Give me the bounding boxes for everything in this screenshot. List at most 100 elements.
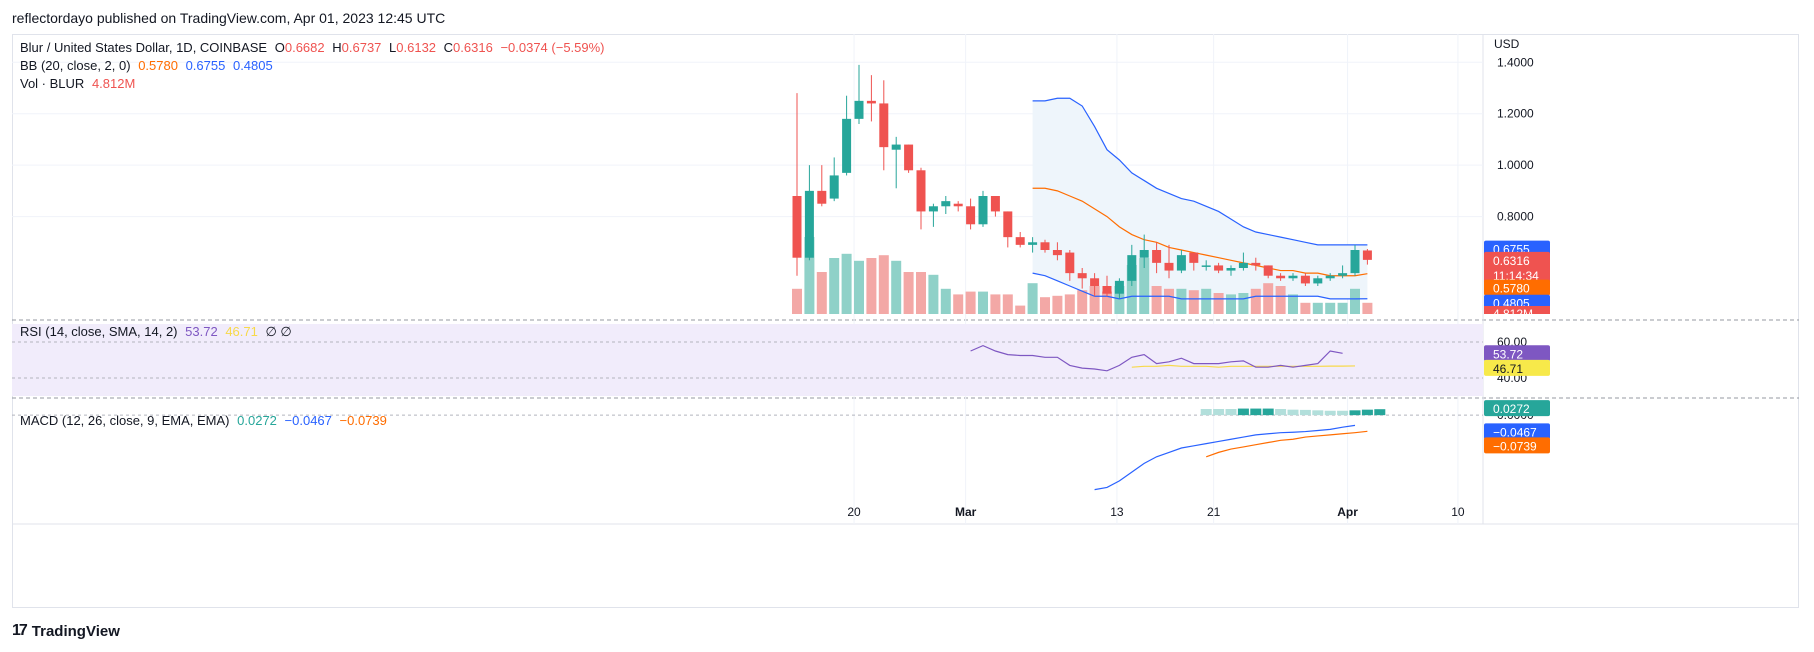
time-tick-label: 21 — [1207, 505, 1221, 519]
symbol-name: Blur / United States Dollar, 1D, COINBAS… — [20, 40, 268, 55]
volume-bar — [1151, 286, 1162, 314]
publish-attribution: reflectordayo published on TradingView.c… — [12, 10, 446, 26]
volume-label: Vol · BLUR — [20, 76, 85, 91]
trading-chart[interactable]: USD1.40001.20001.00000.800060.0040.000.0… — [12, 34, 1799, 608]
candle-body — [1226, 268, 1236, 271]
bb-legend[interactable]: BB (20, close, 2, 0) 0.5780 0.6755 0.480… — [20, 58, 277, 73]
tradingview-brand: TradingView — [31, 622, 120, 640]
bb-label: BB (20, close, 2, 0) — [20, 58, 131, 73]
candle-body — [1090, 278, 1100, 286]
candle-body — [891, 144, 901, 150]
volume-bar — [854, 260, 864, 314]
price-tick-label: 1.4000 — [1497, 55, 1534, 69]
volume-bar — [1027, 283, 1038, 314]
rsi-label: RSI (14, close, SMA, 14, 2) — [20, 324, 178, 339]
volume-bar — [916, 272, 926, 314]
candle-body — [1251, 262, 1261, 266]
volume-bar — [1288, 294, 1298, 314]
candle-body — [854, 100, 864, 119]
candle-body — [1189, 252, 1199, 263]
macd-histogram-bar — [1287, 409, 1299, 416]
macd-hist-tag-bg — [1484, 400, 1550, 417]
volume-legend[interactable]: Vol · BLUR 4.812M — [20, 76, 139, 91]
candle-body — [953, 203, 963, 207]
volume-bar — [1362, 302, 1373, 314]
macd-histogram-bar — [1374, 409, 1386, 416]
macd-histogram-bar — [1200, 409, 1212, 416]
low-label: L — [389, 40, 397, 55]
volume-bar — [953, 294, 964, 314]
candle-body — [1288, 275, 1298, 279]
volume-bar — [1064, 294, 1075, 314]
rsi-legend[interactable]: RSI (14, close, SMA, 14, 2) 53.72 46.71 … — [20, 324, 296, 340]
candle-body — [1114, 280, 1124, 294]
macd-value: −0.0467 — [284, 413, 332, 428]
rsi-sma-value: 46.71 — [225, 324, 258, 339]
candle-body — [1214, 265, 1224, 271]
macd-signal-tag: −0.0739 — [1493, 439, 1537, 453]
volume-bar — [891, 260, 902, 314]
volume-bar — [1250, 288, 1261, 314]
macd-histogram-bar — [1361, 409, 1373, 416]
macd-histogram-bar — [1250, 408, 1262, 416]
rsi-sma-tag-bg — [1484, 359, 1550, 376]
rsi-tag: 53.72 — [1493, 347, 1523, 361]
currency-label: USD — [1494, 37, 1520, 51]
macd-signal-tag-bg — [1484, 437, 1550, 454]
volume-bar — [878, 255, 889, 314]
high-label: H — [332, 40, 342, 55]
volume-bar — [903, 272, 914, 314]
macd-histogram-bar — [1237, 408, 1249, 416]
candle-body — [978, 196, 988, 225]
candle-body — [1263, 265, 1273, 276]
close-tag-bg — [1484, 251, 1550, 284]
chart-frame — [12, 34, 1799, 608]
volume-bar — [1164, 288, 1174, 314]
candle-body — [879, 103, 889, 148]
high-value: 0.6737 — [341, 40, 382, 55]
time-tick-label: Mar — [955, 505, 977, 519]
candle-body — [1350, 250, 1360, 274]
volume-bar — [1263, 283, 1274, 314]
candle-body — [928, 206, 938, 212]
rsi-extra: ∅ ∅ — [265, 324, 292, 339]
volume-bar — [1300, 302, 1311, 314]
bb-lower-line — [1032, 272, 1368, 300]
macd-histogram-bar — [1299, 409, 1311, 416]
macd-histogram-bar — [1213, 409, 1225, 416]
macd-histogram-bar — [1337, 410, 1349, 416]
symbol-legend[interactable]: Blur / United States Dollar, 1D, COINBAS… — [20, 40, 609, 55]
volume-bar — [841, 253, 852, 314]
rsi-band — [12, 324, 1483, 396]
volume-bar — [1226, 294, 1236, 314]
macd-hist-tag: 0.0272 — [1493, 402, 1530, 416]
volume-bar — [1312, 302, 1323, 314]
volume-bar — [1188, 290, 1199, 314]
time-tick-label: 20 — [847, 505, 861, 519]
volume-bar — [965, 291, 976, 314]
candle-body — [1176, 255, 1186, 271]
candle-body — [1338, 273, 1348, 276]
candle-body — [1276, 275, 1286, 279]
candle-body — [1065, 252, 1075, 274]
volume-bar — [1275, 286, 1286, 314]
tradingview-logo[interactable]: 17 TradingView — [12, 622, 120, 640]
close-label: C — [443, 40, 454, 55]
candle-body — [1052, 250, 1062, 256]
candle-body — [1040, 242, 1050, 250]
volume-bar — [990, 294, 1001, 314]
candle-body — [1164, 262, 1174, 271]
candle-body — [904, 144, 914, 171]
price-tick-label: 0.8000 — [1497, 210, 1534, 224]
macd-histogram-bar — [1262, 408, 1274, 416]
volume-bar — [1102, 291, 1112, 314]
volume-bar — [1052, 295, 1063, 314]
macd-signal-line — [1206, 430, 1368, 458]
macd-line — [1094, 424, 1356, 491]
open-value: 0.6682 — [284, 40, 325, 55]
tradingview-logo-mark-icon: 17 — [12, 622, 28, 639]
rsi-sma-tag: 46.71 — [1493, 362, 1523, 376]
macd-legend[interactable]: MACD (12, 26, close, 9, EMA, EMA) 0.0272… — [20, 413, 391, 428]
volume-bar — [829, 258, 840, 314]
volume-bar — [1089, 286, 1100, 314]
